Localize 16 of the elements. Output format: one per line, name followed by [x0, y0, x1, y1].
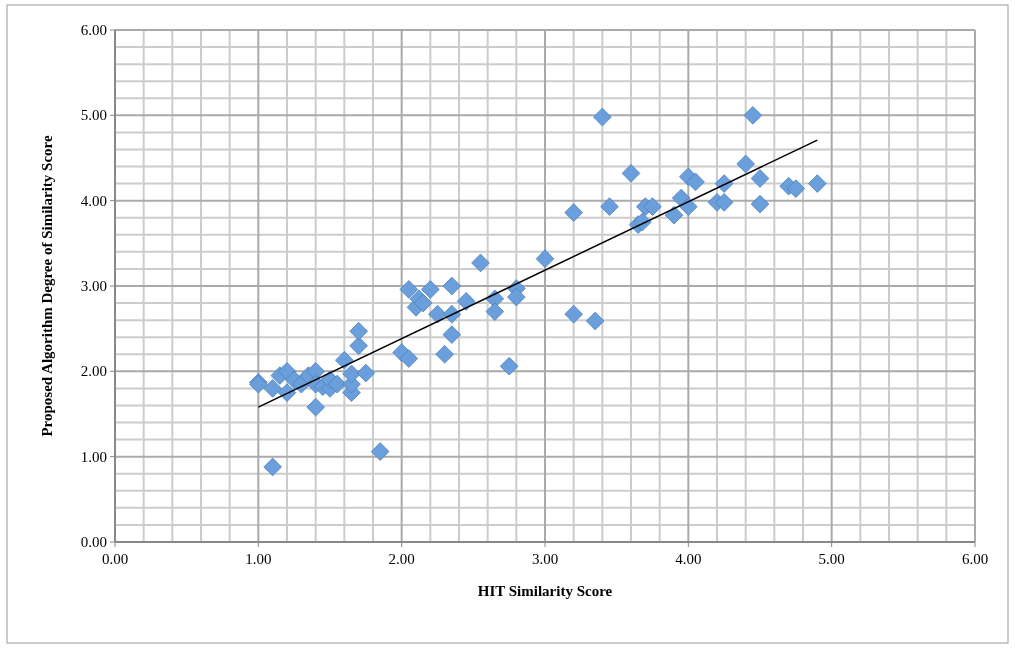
x-tick-label: 4.00 [675, 551, 702, 567]
y-tick-label: 2.00 [80, 363, 107, 380]
y-axis-title: Proposed Algorithm Degree of Similarity Score [39, 135, 55, 437]
y-tick-label: 4.00 [80, 192, 107, 209]
x-axis-title: HIT Similarity Score [477, 583, 613, 599]
y-tick-label: 0.00 [80, 534, 107, 550]
x-tick-label: 5.00 [818, 551, 845, 567]
y-tick-label: 6.00 [80, 22, 107, 38]
x-tick-label: 1.00 [245, 551, 272, 567]
x-tick-label: 2.00 [388, 551, 415, 567]
y-tick-label: 1.00 [80, 448, 107, 465]
y-tick-label: 5.00 [80, 107, 107, 124]
y-tick-label: 3.00 [80, 278, 107, 294]
x-tick-label: 3.00 [531, 551, 559, 567]
x-tick-label: 6.00 [961, 551, 989, 567]
x-tick-label: 0.00 [101, 551, 129, 567]
